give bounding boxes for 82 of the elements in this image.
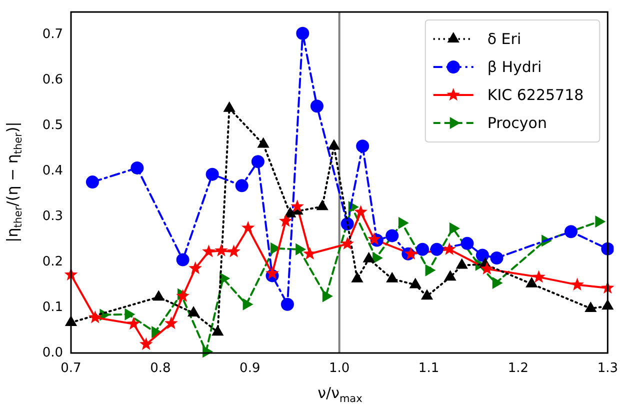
x-tick-label: 0.7 [60, 361, 82, 376]
point [480, 262, 494, 275]
point [266, 266, 279, 280]
legend-label: β Hydri [487, 58, 542, 76]
point [139, 337, 153, 350]
y-tick-label: 0.2 [42, 254, 63, 270]
legend-label: KIC 6225718 [487, 86, 584, 104]
legend-label: δ Eri [487, 30, 522, 48]
point [430, 242, 444, 256]
y-tick-label: 0.7 [42, 27, 63, 42]
point [398, 217, 408, 229]
point [363, 252, 375, 262]
x-tick-label: 1.3 [597, 361, 618, 376]
point [476, 248, 489, 262]
point [152, 290, 164, 301]
point [425, 264, 436, 276]
point [86, 176, 99, 189]
point [227, 244, 240, 258]
y-tick-label: 0.3 [42, 208, 63, 224]
point [595, 216, 606, 228]
y-tick-label: 0.5 [42, 118, 63, 134]
point [279, 214, 292, 227]
point [449, 222, 460, 234]
point [490, 251, 504, 264]
point [88, 310, 102, 324]
point [316, 200, 328, 210]
point [212, 326, 224, 336]
point [404, 246, 418, 260]
point [258, 138, 269, 148]
x-tick-label: 1.1 [418, 361, 440, 376]
point [368, 232, 381, 245]
point [584, 302, 596, 312]
point [241, 220, 255, 234]
point [202, 244, 216, 258]
legend-label: Procyon [487, 114, 547, 132]
point [251, 155, 264, 168]
point [492, 277, 502, 289]
point [290, 200, 304, 212]
x-tick-label: 0.8 [150, 361, 171, 376]
y-tick-label: 0.0 [42, 345, 63, 360]
point [310, 100, 324, 113]
point [354, 205, 368, 218]
x-axis-title: ν/ν$_{max}$ [316, 384, 364, 405]
point [410, 278, 422, 288]
point [386, 229, 399, 242]
point [176, 253, 190, 266]
point [328, 140, 340, 150]
point [356, 140, 370, 153]
point [460, 236, 474, 250]
point [224, 102, 236, 112]
point [532, 270, 546, 283]
point [570, 278, 584, 290]
point [456, 258, 468, 269]
x-tick-label: 1.0 [328, 361, 350, 376]
point [564, 225, 578, 238]
y-tick-label: 0.1 [42, 300, 63, 315]
point [124, 308, 135, 320]
point [296, 26, 310, 40]
x-tick-label: 0.9 [240, 361, 260, 376]
point [235, 179, 248, 192]
point [130, 161, 144, 174]
point [242, 298, 253, 310]
point [214, 244, 228, 256]
y-tick-label: 0.4 [42, 164, 63, 179]
point [526, 277, 538, 288]
point [421, 290, 433, 300]
point [188, 306, 200, 316]
point [442, 242, 456, 255]
point [126, 316, 140, 330]
point [352, 272, 363, 282]
point [386, 272, 398, 282]
point [188, 261, 202, 274]
point [206, 168, 219, 181]
point [340, 236, 354, 250]
point [444, 270, 456, 281]
point [280, 298, 294, 311]
point [322, 290, 332, 302]
x-tick-label: 1.2 [508, 361, 529, 376]
point [303, 246, 316, 260]
point [416, 242, 430, 256]
point [164, 316, 178, 330]
y-tick-label: 0.6 [42, 72, 63, 88]
